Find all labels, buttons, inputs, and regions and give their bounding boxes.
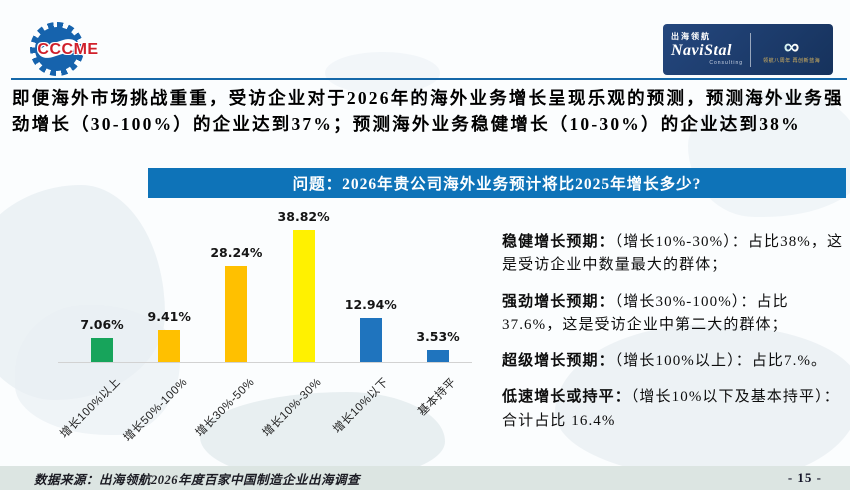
bar-0	[91, 338, 113, 362]
navistal-wordmark: 出海领航 NaviStal Consulting	[671, 33, 743, 66]
bar-1	[158, 330, 181, 362]
logo-divider	[750, 32, 751, 67]
question-banner: 问题：2026年贵公司海外业务预计将比2025年增长多少?	[148, 168, 846, 198]
insight-lead: 超级增长预期：	[502, 353, 615, 369]
footer: 数据来源：出海领航2026年度百家中国制造企业出海调查 - 15 -	[0, 466, 850, 490]
navistal-cn-name: 出海领航	[671, 32, 711, 41]
map-shape	[15, 305, 180, 435]
bar-2	[225, 266, 248, 362]
bar-4	[359, 318, 382, 362]
cccme-logo-text: CCCME	[37, 41, 99, 58]
bar-5	[427, 350, 449, 362]
bar-value-label: 12.94%	[344, 297, 397, 312]
insight-body: （增长30%-100%）：占比37.6%，这是受访企业中第二大的群体；	[502, 293, 789, 333]
cccme-logo: CCCME	[26, 20, 116, 80]
bar-chart: 7.06% 增长100%以上 9.41% 增长50%-100% 28.24% 增长30%-…	[40, 209, 480, 460]
insight-body: （增长10%以下及基本持平）：合计占比 16.4%	[502, 389, 840, 429]
navistal-subtitle: Consulting	[709, 60, 744, 66]
header-divider-line	[11, 78, 847, 80]
map-shape	[325, 52, 440, 94]
question-banner-text: 问题：2026年贵公司海外业务预计将比2025年增长多少?	[292, 176, 702, 193]
bar-value-label: 9.41%	[147, 309, 191, 324]
page-number: - 15 -	[787, 470, 822, 485]
bar-value-label: 7.06%	[80, 317, 124, 332]
bar-value-label: 38.82%	[277, 209, 330, 224]
navistal-brand: NaviStal	[671, 42, 732, 59]
x-axis-line	[58, 362, 472, 363]
insight-lead: 强劲增长预期：	[502, 293, 615, 310]
insight-item: 超级增长预期：（增长100%以上）：占比7.%。	[502, 350, 848, 373]
insight-body: （增长10%-30%）：占比38%，这是受访企业中数量最大的群体；	[502, 234, 844, 274]
insight-lead: 低速增长或持平：	[502, 389, 631, 406]
insight-item: 低速增长或持平：（增长10%以下及基本持平）：合计占比 16.4%	[502, 386, 848, 433]
cccme-gear-icon	[30, 22, 84, 76]
navistal-tagline: 领航八周年 再创新蓝海	[762, 57, 820, 64]
insight-item: 强劲增长预期：（增长30%-100%）：占比37.6%，这是受访企业中第二大的群…	[502, 291, 848, 338]
slide-headline: 即便海外市场挑战重重，受访企业对于2026年的海外业务增长呈现乐观的预测，预测海…	[12, 88, 844, 134]
insight-lead: 稳健增长预期：	[502, 234, 615, 250]
bar-value-label: 28.24%	[210, 245, 263, 260]
infinity-logo-icon: ∞	[758, 35, 825, 58]
insight-item: 稳健增长预期：（增长10%-30%）：占比38%，这是受访企业中数量最大的群体；	[502, 231, 848, 278]
bar-value-label: 3.53%	[416, 329, 460, 344]
insight-list: 稳健增长预期：（增长10%-30%）：占比38%，这是受访企业中数量最大的群体；…	[502, 231, 848, 446]
data-source-note: 数据来源：出海领航2026年度百家中国制造企业出海调查	[34, 472, 361, 487]
insight-body: （增长100%以上）：占比7.%。	[614, 353, 828, 369]
navistal-logo: 出海领航 NaviStal Consulting ∞ 领航八周年 再创新蓝海	[663, 24, 833, 75]
bar-3	[292, 230, 315, 362]
map-shape	[555, 325, 850, 480]
